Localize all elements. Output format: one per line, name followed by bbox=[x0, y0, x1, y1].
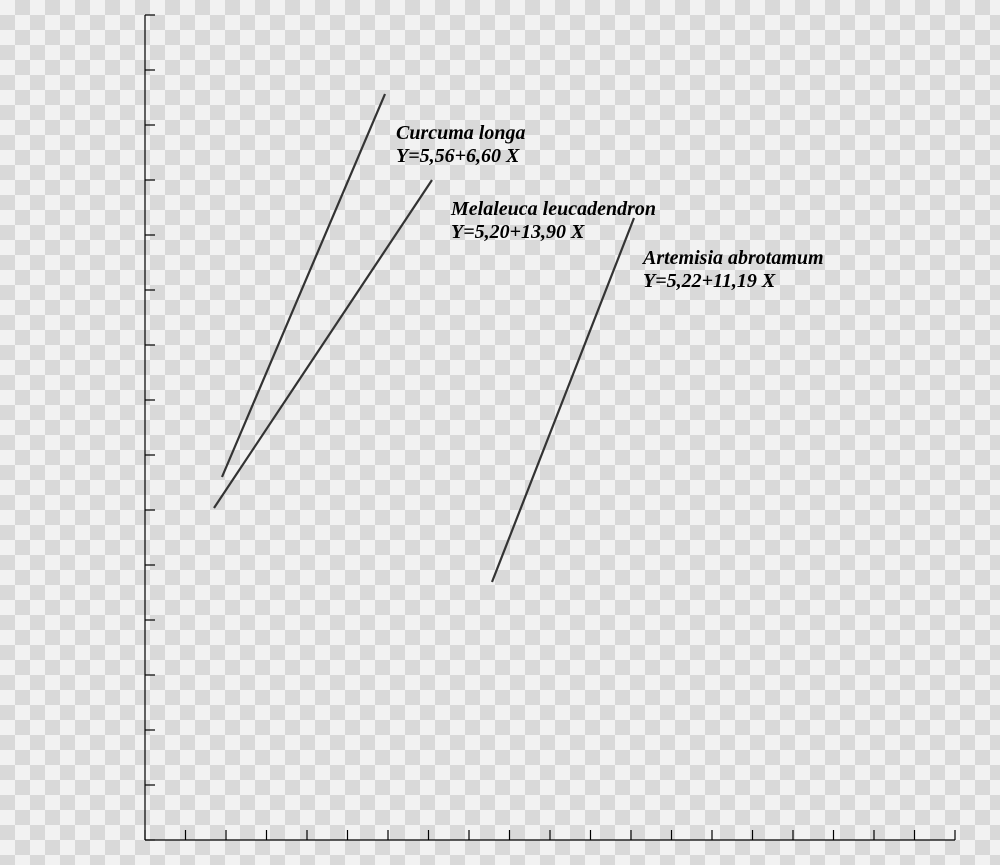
series-label-melaleuca: Melaleuca leucadendron Y=5,20+13,90 X bbox=[451, 198, 656, 244]
y-axis-ticks bbox=[145, 15, 155, 840]
series-equation: Y=5,22+11,19 X bbox=[643, 270, 775, 292]
series-label-artemisia: Artemisia abrotamum Y=5,22+11,19 X bbox=[643, 247, 824, 293]
series-label-curcuma: Curcuma longa Y=5,56+6,60 X bbox=[396, 122, 525, 168]
series-name: Artemisia abrotamum bbox=[643, 247, 824, 269]
series-name: Curcuma longa bbox=[396, 122, 525, 144]
series-name: Melaleuca leucadendron bbox=[451, 198, 656, 220]
series-equation: Y=5,56+6,60 X bbox=[396, 145, 519, 167]
x-axis-ticks bbox=[145, 830, 955, 840]
series-equation: Y=5,20+13,90 X bbox=[451, 221, 584, 243]
